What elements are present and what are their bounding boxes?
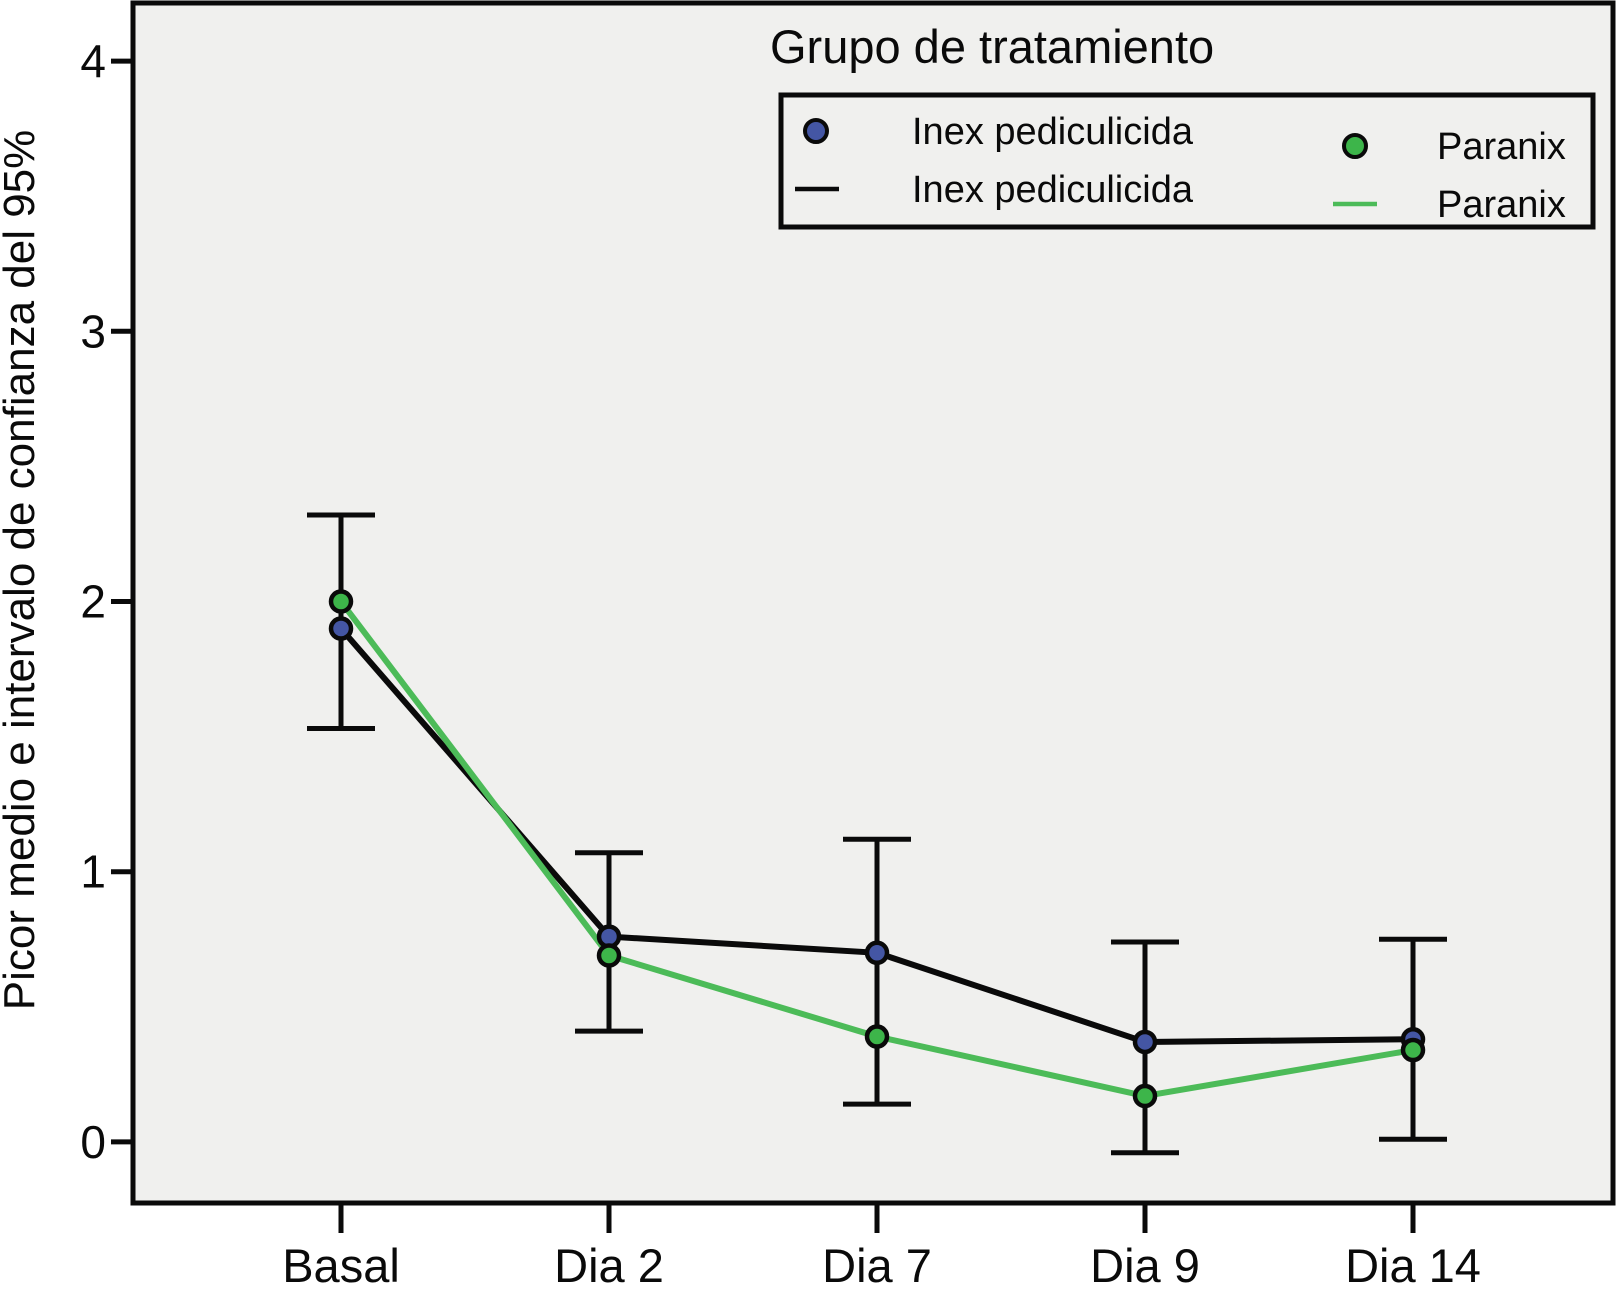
legend-label: Inex pediculicida — [912, 111, 1194, 153]
legend-label: Paranix — [1437, 126, 1566, 168]
x-axis-tick-label: Basal — [282, 1239, 400, 1292]
y-axis-tick-label: 4 — [80, 35, 106, 87]
data-point-marker-paranix — [1132, 1083, 1158, 1109]
y-axis-tick-label: 2 — [80, 576, 106, 628]
legend-box — [778, 92, 1596, 230]
y-axis-tick-label: 3 — [80, 305, 106, 357]
y-axis-tick-label: 0 — [80, 1116, 106, 1168]
data-point-marker-inex-pediculicida — [1132, 1029, 1158, 1055]
error-bar — [843, 836, 911, 1107]
y-axis-title: Picor medio e intervalo de confianza del… — [0, 130, 44, 1011]
legend-title: Grupo de tratamiento — [770, 20, 1214, 73]
data-point-marker-inex-pediculicida — [864, 940, 890, 966]
legend-marker-circle-icon — [1342, 133, 1368, 159]
legend-label: Inex pediculicida — [912, 169, 1194, 211]
legend-marker-circle-icon — [803, 118, 829, 144]
x-axis-tick-label: Dia 9 — [1090, 1239, 1200, 1292]
data-point-marker-paranix — [864, 1024, 890, 1049]
x-axis-tick-label: Dia 7 — [822, 1239, 932, 1292]
x-axis-tick-label: Dia 2 — [554, 1239, 664, 1292]
data-point-marker-inex-pediculicida — [328, 616, 354, 641]
data-point-marker-paranix — [596, 943, 622, 968]
data-point-marker-paranix — [328, 589, 354, 614]
data-point-marker-paranix — [1400, 1037, 1426, 1063]
x-axis-tick-label: Dia 14 — [1345, 1239, 1481, 1292]
y-axis-tick-label: 1 — [80, 846, 106, 898]
legend-label: Paranix — [1437, 184, 1566, 226]
